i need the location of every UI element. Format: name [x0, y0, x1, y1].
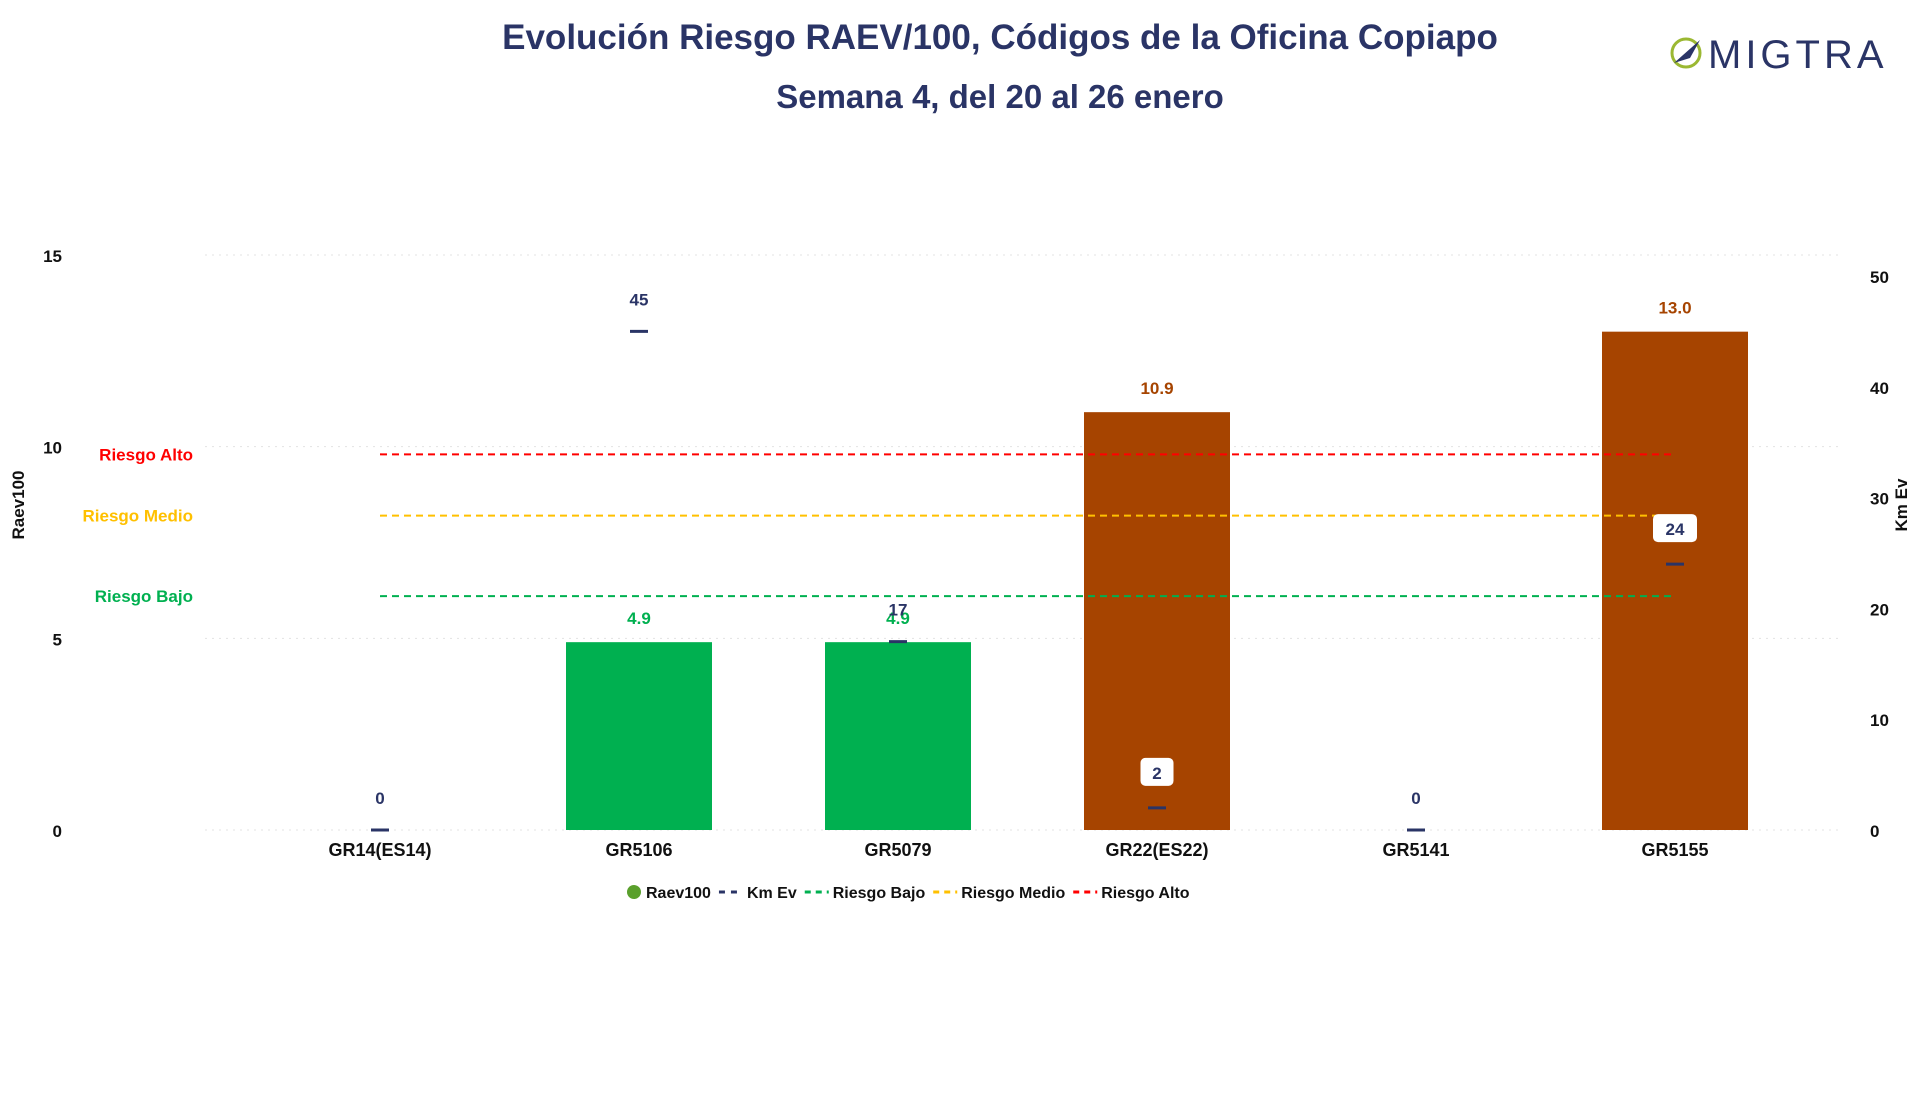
km-value-label: 0 — [1411, 789, 1420, 808]
x-tick-label: GR14(ES14) — [328, 840, 431, 860]
bars: 4.9 4.9 10.9 13.0 — [566, 299, 1748, 830]
y-right-tick-label: 50 — [1870, 268, 1889, 287]
km-value-label: 24 — [1666, 520, 1685, 539]
legend-label: Km Ev — [747, 885, 797, 902]
x-tick-label: GR22(ES22) — [1105, 840, 1208, 860]
threshold-label: Riesgo Bajo — [95, 587, 193, 606]
y-tick-label: 5 — [53, 630, 62, 649]
y-axis-title: Raev100 — [9, 470, 28, 539]
y-right-tick-label: 10 — [1870, 711, 1889, 730]
y-right-tick-label: 0 — [1870, 822, 1879, 841]
bar-value-label: 4.9 — [627, 609, 651, 628]
km-label-box — [1653, 514, 1697, 543]
km-value-label: 0 — [375, 789, 384, 808]
bar — [825, 642, 971, 830]
bar — [1602, 331, 1748, 830]
y-tick-label: 15 — [43, 247, 62, 266]
x-tick-label: GR5079 — [864, 840, 931, 860]
threshold-label: Riesgo Medio — [82, 507, 193, 526]
x-tick-label: GR5155 — [1641, 840, 1708, 860]
y-right-tick-label: 40 — [1870, 379, 1889, 398]
km-value-label: 2 — [1152, 764, 1161, 783]
legend-label: Raev100 — [646, 885, 711, 902]
bar — [566, 642, 712, 830]
threshold-lines: Riesgo Bajo Riesgo Medio Riesgo Alto — [82, 445, 1675, 606]
bar-value-label: 10.9 — [1140, 379, 1173, 398]
bar-value-label: 4.9 — [886, 609, 910, 628]
y-right-axis-title: Km Ev — [1892, 478, 1911, 531]
km-value-label: 45 — [630, 290, 649, 309]
legend-label: Riesgo Bajo — [833, 885, 926, 902]
y-tick-label: 0 — [53, 822, 62, 841]
legend-marker-raev100 — [627, 885, 641, 899]
logo-text: MIGTRA — [1708, 33, 1888, 77]
y-tick-label: 10 — [43, 439, 62, 458]
threshold-label: Riesgo Alto — [99, 445, 193, 464]
legend-label: Riesgo Alto — [1101, 885, 1190, 902]
x-tick-label: GR5106 — [605, 840, 672, 860]
gridlines — [205, 254, 1840, 831]
compass-arrow-icon — [1670, 37, 1702, 69]
migtra-logo: MIGTRA — [1670, 33, 1888, 77]
chart-subtitle: Semana 4, del 20 al 26 enero — [776, 78, 1224, 115]
x-tick-label: GR5141 — [1382, 840, 1449, 860]
legend[interactable]: Raev100 Km Ev Riesgo Bajo Riesgo Medio Riesg… — [627, 885, 1190, 902]
y-right-tick-label: 30 — [1870, 490, 1889, 509]
chart-title: Evolución Riesgo RAEV/100, Códigos de la… — [502, 18, 1498, 57]
km-markers: 0 45 17 2 0 24 — [371, 290, 1697, 832]
km-label-box — [1140, 757, 1174, 786]
km-value-label: 17 — [889, 601, 908, 620]
legend-label: Riesgo Medio — [961, 885, 1065, 902]
bar-value-label: 13.0 — [1658, 299, 1691, 318]
y-right-tick-label: 20 — [1870, 600, 1889, 619]
